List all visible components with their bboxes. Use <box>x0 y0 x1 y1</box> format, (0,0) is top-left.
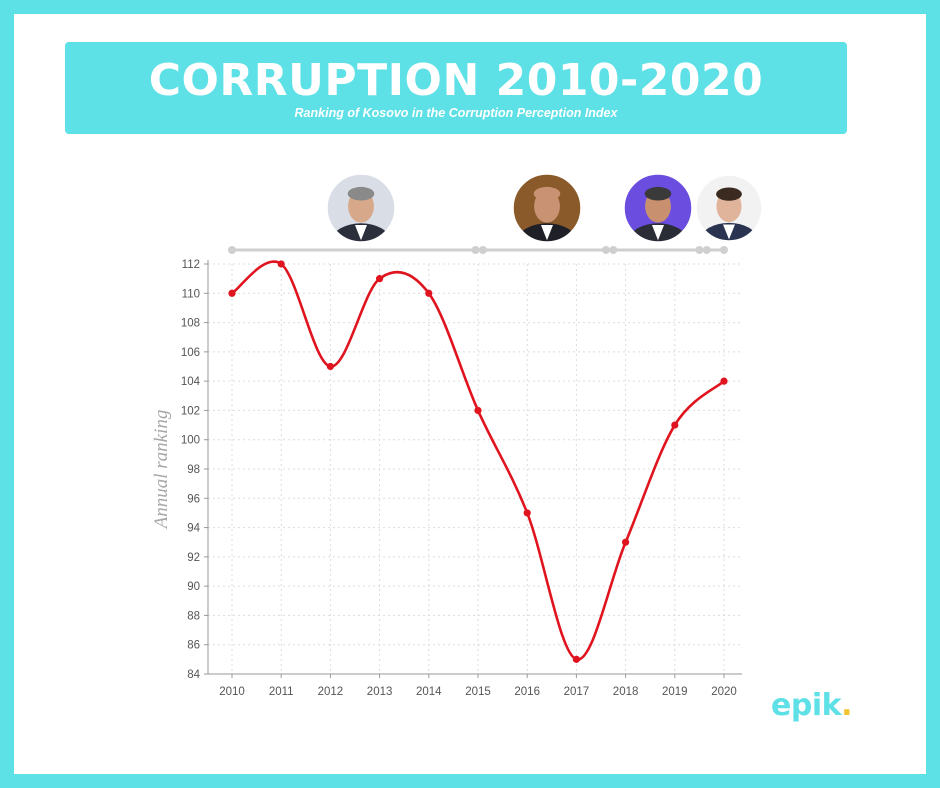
data-point <box>474 406 482 415</box>
portrait-2-photo <box>512 173 582 243</box>
data-point <box>277 260 285 268</box>
x-tick-label: 2012 <box>318 686 344 698</box>
portrait-collar <box>541 225 553 241</box>
portrait-3-photo <box>623 173 693 243</box>
portrait-collar <box>652 225 664 241</box>
x-tick-label: 2011 <box>269 686 294 698</box>
term-start-marker <box>702 246 711 254</box>
y-tick-label: 112 <box>182 259 200 271</box>
page-title: CORRUPTION 2010-2020 <box>148 55 764 106</box>
term-end-marker <box>601 246 610 254</box>
portrait-hair <box>716 187 742 201</box>
x-tick-label: 2017 <box>564 686 590 698</box>
data-point <box>622 538 630 546</box>
x-tick-label: 2015 <box>465 686 491 698</box>
data-point <box>228 289 236 297</box>
y-tick-label: 104 <box>181 376 201 388</box>
portrait-hair <box>347 186 375 201</box>
data-point <box>720 377 728 385</box>
term-start-marker <box>609 246 618 254</box>
x-tick-label: 2014 <box>416 686 442 698</box>
y-tick-label: 86 <box>187 640 200 652</box>
y-tick-label: 84 <box>187 669 200 681</box>
y-tick-label: 108 <box>181 318 200 330</box>
y-tick-label: 106 <box>181 347 200 359</box>
term-end-marker <box>720 246 728 254</box>
portrait-1-photo <box>326 173 396 243</box>
x-tick-label: 2016 <box>514 686 540 698</box>
portrait-collar <box>355 225 367 241</box>
term-timeline <box>228 246 728 254</box>
data-point <box>425 289 433 297</box>
term-end-marker <box>695 246 704 254</box>
y-tick-label: 94 <box>187 523 200 535</box>
portrait-ring <box>623 173 693 243</box>
grid <box>208 263 742 675</box>
term-start-marker <box>478 246 487 254</box>
portrait-hair <box>644 186 672 201</box>
portrait-hair <box>533 186 561 201</box>
term-start-marker <box>228 246 236 254</box>
y-tick-label: 102 <box>181 405 200 417</box>
x-tick-label: 2010 <box>219 686 245 698</box>
data-point <box>671 421 679 429</box>
data-point <box>572 655 581 663</box>
y-tick-label: 98 <box>187 464 200 476</box>
y-tick-label: 90 <box>187 581 200 593</box>
data-point <box>326 362 334 371</box>
title-banner: CORRUPTION 2010-2020 Ranking of Kosovo i… <box>65 42 847 134</box>
portrait-collar <box>723 224 735 240</box>
y-axis-label: Annual ranking <box>151 410 172 531</box>
x-tick-label: 2019 <box>662 686 688 698</box>
y-tick-label: 96 <box>187 493 200 505</box>
portrait-ring <box>326 173 396 243</box>
portrait-4-photo <box>695 174 763 242</box>
y-tick-label: 110 <box>182 288 200 300</box>
y-tick-label: 92 <box>187 552 200 564</box>
x-tick-label: 2018 <box>613 686 639 698</box>
x-tick-label: 2020 <box>711 686 737 698</box>
portrait-ring <box>512 173 582 243</box>
term-end-marker <box>471 246 480 254</box>
y-tick-label: 100 <box>181 435 200 447</box>
series-line <box>231 260 725 661</box>
epik-logo: epik. <box>771 688 852 723</box>
page-subtitle: Ranking of Kosovo in the Corruption Perc… <box>294 106 618 120</box>
portrait-ring <box>695 174 763 242</box>
y-tick-label: 88 <box>187 610 200 622</box>
x-tick-label: 2013 <box>367 686 393 698</box>
data-point <box>376 275 384 283</box>
data-point <box>523 509 531 517</box>
